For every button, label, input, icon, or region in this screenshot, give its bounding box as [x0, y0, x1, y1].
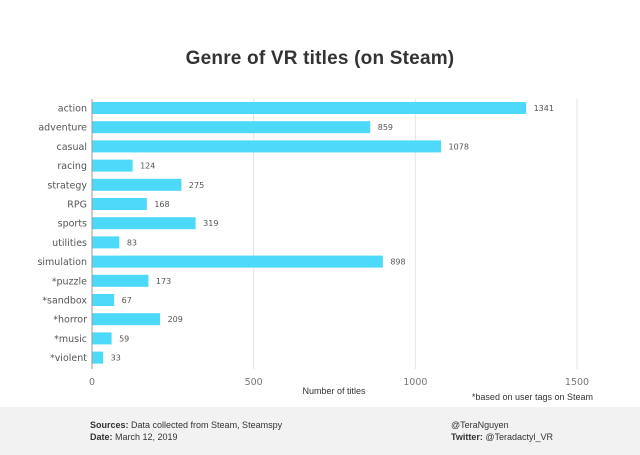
bar — [92, 178, 182, 191]
x-tick-label: 500 — [245, 377, 263, 388]
value-label: 124 — [140, 162, 155, 171]
twitter-line: Twitter: @Teradactyl_VR — [451, 432, 553, 442]
bar — [92, 217, 196, 230]
sources-label: Sources: — [90, 420, 129, 430]
value-label: 1078 — [449, 142, 469, 151]
x-axis-title: Number of titles — [302, 386, 366, 396]
bar — [92, 313, 161, 326]
chart-title: Genre of VR titles (on Steam) — [185, 48, 455, 69]
value-label: 319 — [203, 219, 218, 228]
category-label: RPG — [67, 200, 87, 211]
category-label: *puzzle — [52, 276, 87, 287]
category-label: adventure — [38, 123, 87, 134]
bar — [92, 121, 371, 134]
bar — [92, 140, 442, 153]
bar — [92, 332, 112, 345]
value-label: 209 — [168, 315, 183, 324]
category-label: simulation — [37, 257, 87, 268]
bar — [92, 159, 133, 172]
sources-text: Data collected from Steam, Steamspy — [128, 420, 283, 430]
annotation-note: *based on user tags on Steam — [472, 392, 593, 402]
value-label: 83 — [127, 238, 137, 247]
sources-line: Sources: Data collected from Steam, Stea… — [90, 420, 282, 430]
value-label: 59 — [119, 334, 129, 343]
twitter-text: @Teradactyl_VR — [482, 432, 554, 442]
value-label: 168 — [154, 200, 169, 209]
bar — [92, 274, 149, 287]
x-axis-ticks: 0 500 1000 1500 — [89, 377, 589, 388]
category-label: *horror — [53, 315, 87, 326]
twitter-label: Twitter: — [451, 432, 483, 442]
bar — [92, 236, 120, 249]
date-text: March 12, 2019 — [112, 432, 178, 442]
gridlines — [253, 99, 578, 369]
date-line: Date: March 12, 2019 — [90, 432, 178, 442]
bar — [92, 294, 115, 306]
bar — [92, 255, 383, 268]
category-label: action — [58, 104, 87, 115]
bar — [92, 198, 147, 210]
value-label: 1341 — [534, 104, 554, 113]
date-label: Date: — [90, 432, 113, 442]
category-label: strategy — [47, 180, 87, 191]
category-label: *music — [54, 334, 87, 345]
x-tick-label: 0 — [89, 377, 95, 388]
bar-chart: action 1341 adventure 859 casual 1078 racing 12… — [37, 99, 593, 402]
category-label: *violent — [50, 353, 87, 364]
author-handle: @TeraNguyen — [451, 420, 509, 430]
category-label: sports — [58, 219, 87, 230]
value-label: 898 — [390, 258, 405, 267]
category-label: casual — [57, 142, 87, 153]
value-label: 173 — [156, 277, 171, 286]
value-label: 67 — [122, 296, 132, 305]
footer: Sources: Data collected from Steam, Stea… — [0, 407, 640, 455]
value-label: 859 — [378, 123, 393, 132]
category-label: *sandbox — [42, 296, 87, 307]
bar — [92, 351, 104, 364]
category-label: utilities — [52, 238, 87, 249]
value-label: 275 — [189, 181, 204, 190]
category-label: racing — [57, 161, 87, 172]
bars: action 1341 adventure 859 casual 1078 racing 12… — [37, 102, 554, 364]
bar — [92, 102, 527, 114]
x-tick-label: 1000 — [403, 377, 427, 388]
value-label: 33 — [111, 354, 121, 363]
x-tick-label: 1500 — [565, 377, 589, 388]
